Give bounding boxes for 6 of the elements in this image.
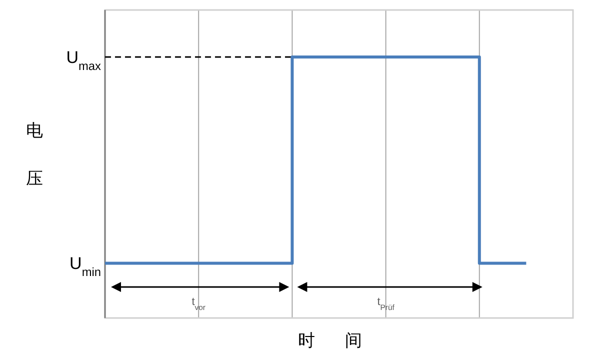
y-axis-title: 电压 <box>26 108 44 206</box>
annotation: t$_{vor}$ <box>192 296 206 312</box>
text: U$_{max}$ <box>66 48 102 73</box>
annotation: t$_{Prüf}$ <box>377 296 396 312</box>
text: U$_{min}$ <box>70 254 101 280</box>
x-axis-title: 时间 <box>298 331 392 350</box>
